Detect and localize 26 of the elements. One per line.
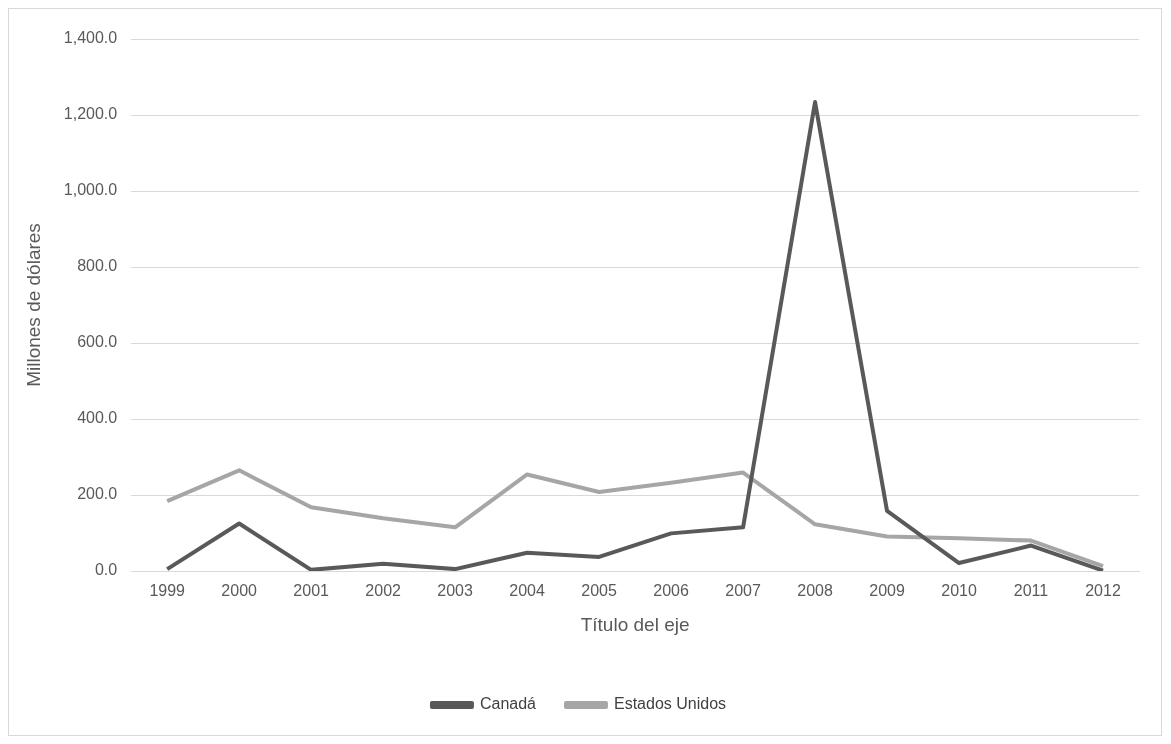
legend-label: Canadá bbox=[479, 695, 537, 713]
y-tick-label: 1,400.0 bbox=[63, 29, 118, 47]
x-tick-label: 2011 bbox=[1013, 582, 1049, 600]
y-tick-label: 600.0 bbox=[77, 333, 118, 351]
x-tick-label: 2010 bbox=[941, 582, 977, 600]
y-tick-label: 200.0 bbox=[77, 485, 118, 503]
x-tick-label: 2006 bbox=[653, 582, 689, 600]
x-tick-label: 2009 bbox=[869, 582, 905, 600]
x-tick-label: 2007 bbox=[725, 582, 761, 600]
y-tick-label: 1,000.0 bbox=[63, 181, 118, 199]
y-tick-label: 1,200.0 bbox=[63, 105, 118, 123]
x-tick-label: 2008 bbox=[797, 582, 833, 600]
y-axis-title: Millones de dólares bbox=[22, 223, 44, 387]
x-tick-label: 2004 bbox=[509, 582, 546, 600]
x-tick-label: 2003 bbox=[437, 582, 474, 600]
y-tick-label: 800.0 bbox=[77, 257, 118, 275]
legend-label: Estados Unidos bbox=[613, 695, 727, 713]
x-tick-label: 2000 bbox=[221, 582, 258, 600]
x-tick-label: 2005 bbox=[581, 582, 617, 600]
x-tick-label: 2001 bbox=[293, 582, 330, 600]
x-tick-label: 2002 bbox=[365, 582, 402, 600]
x-axis-title: Título del eje bbox=[580, 613, 690, 635]
x-tick-label: 1999 bbox=[149, 582, 186, 600]
x-tick-label: 2012 bbox=[1085, 582, 1121, 600]
y-tick-label: 0.0 bbox=[94, 561, 118, 579]
y-tick-label: 400.0 bbox=[77, 409, 118, 427]
